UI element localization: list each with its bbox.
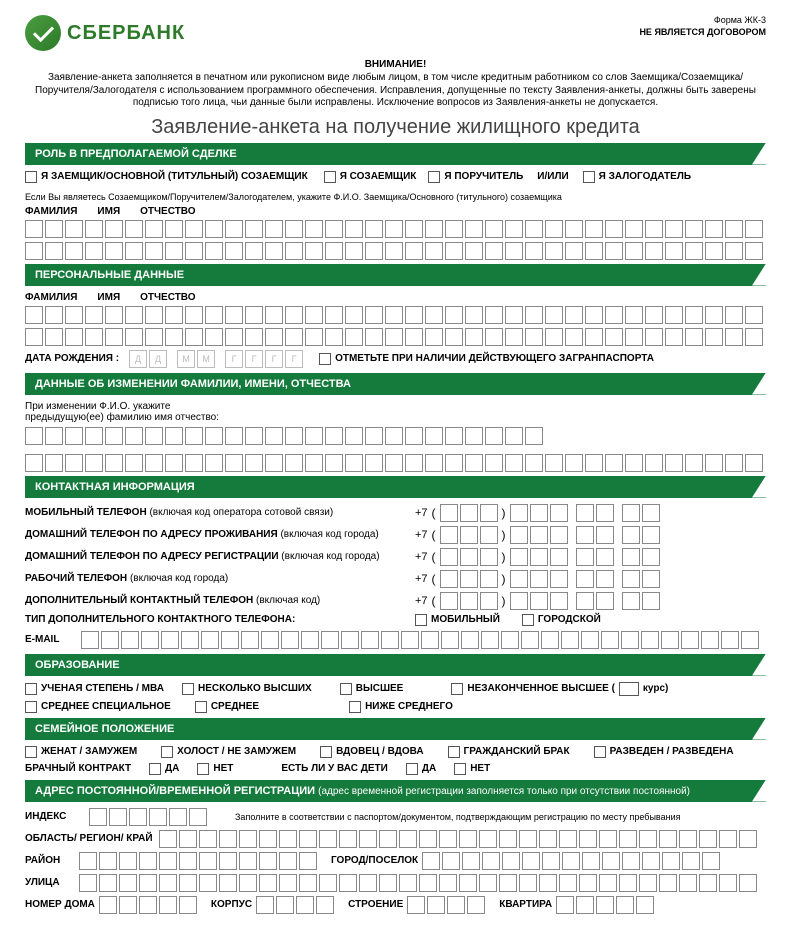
chk-incomplete[interactable] bbox=[451, 683, 463, 695]
lbl-coborrower: Я СОЗАЕМЩИК bbox=[340, 171, 417, 182]
chk-type-city[interactable] bbox=[522, 614, 534, 626]
district-cells[interactable] bbox=[79, 852, 317, 870]
corpus-cells[interactable] bbox=[256, 896, 334, 914]
chk-divorced[interactable] bbox=[594, 746, 606, 758]
phone-mobile-cells[interactable]: +7() bbox=[415, 504, 660, 522]
dob-label: ДАТА РОЖДЕНИЯ : bbox=[25, 353, 119, 364]
marital-row2: БРАЧНЫЙ КОНТРАКТ ДА НЕТ ЕСТЬ ЛИ У ВАС ДЕ… bbox=[25, 763, 766, 775]
house-cells[interactable] bbox=[99, 896, 197, 914]
fio-head-1: ФАМИЛИЯИМЯОТЧЕСТВО bbox=[25, 206, 766, 217]
fio-change-hint: При изменении Ф.И.О. укажите предыдущую(… bbox=[25, 401, 245, 423]
section-personal: ПЕРСОНАЛЬНЫЕ ДАННЫЕ bbox=[25, 264, 766, 286]
lbl-andor: И/ИЛИ bbox=[537, 171, 568, 182]
region-cells[interactable] bbox=[159, 830, 757, 848]
attention-title: ВНИМАНИЕ! bbox=[25, 59, 766, 70]
address-hint: Заполните в соответствии с паспортом/док… bbox=[235, 812, 680, 822]
role-options: Я ЗАЕМЩИК/ОСНОВНОЙ (ТИТУЛЬНЫЙ) СОЗАЕМЩИК… bbox=[25, 171, 766, 183]
not-contract: НЕ ЯВЛЯЕТСЯ ДОГОВОРОМ bbox=[639, 27, 766, 37]
email-cells[interactable] bbox=[81, 631, 759, 649]
chk-contract-no[interactable] bbox=[197, 763, 209, 775]
chk-single[interactable] bbox=[161, 746, 173, 758]
section-marital: СЕМЕЙНОЕ ПОЛОЖЕНИЕ bbox=[25, 718, 766, 740]
attention-text: Заявление-анкета заполняется в печатном … bbox=[25, 72, 766, 110]
flat-cells[interactable] bbox=[556, 896, 654, 914]
lbl-guarantor: Я ПОРУЧИТЕЛЬ bbox=[444, 171, 523, 182]
fio-row1-b[interactable] bbox=[25, 242, 766, 260]
chk-middle[interactable] bbox=[195, 701, 207, 713]
city-cells[interactable] bbox=[422, 852, 720, 870]
phone-mobile: МОБИЛЬНЫЙ ТЕЛЕФОН (включая код оператора… bbox=[25, 504, 766, 522]
fio-row2-b[interactable] bbox=[25, 328, 766, 346]
lbl-passport: ОТМЕТЬТЕ ПРИ НАЛИЧИИ ДЕЙСТВУЮЩЕГО ЗАГРАН… bbox=[335, 353, 654, 364]
fio-head-2: ФАМИЛИЯИМЯОТЧЕСТВО bbox=[25, 292, 766, 303]
lbl-mortgagor: Я ЗАЛОГОДАТЕЛЬ bbox=[599, 171, 691, 182]
fio-change-row-b[interactable] bbox=[25, 454, 766, 472]
brand-name: СБЕРБАНК bbox=[67, 22, 185, 45]
extra-type-row: ТИП ДОПОЛНИТЕЛЬНОГО КОНТАКТНОГО ТЕЛЕФОНА… bbox=[25, 614, 766, 626]
chk-guarantor[interactable] bbox=[428, 171, 440, 183]
chk-children-no[interactable] bbox=[454, 763, 466, 775]
phone-work-cells[interactable]: +7() bbox=[415, 570, 660, 588]
section-address: АДРЕС ПОСТОЯННОЙ/ВРЕМЕННОЙ РЕГИСТРАЦИИ (… bbox=[25, 780, 766, 802]
role-hint: Если Вы являетесь Созаемщиком/Поручителе… bbox=[25, 192, 766, 202]
phone-home-reg: ДОМАШНИЙ ТЕЛЕФОН ПО АДРЕСУ РЕГИСТРАЦИИ (… bbox=[25, 548, 766, 566]
chk-passport[interactable] bbox=[319, 353, 331, 365]
edu-row2: СРЕДНЕЕ СПЕЦИАЛЬНОЕ СРЕДНЕЕ НИЖЕ СРЕДНЕГ… bbox=[25, 701, 766, 713]
lbl-main-borrower: Я ЗАЕМЩИК/ОСНОВНОЙ (ТИТУЛЬНЫЙ) СОЗАЕМЩИК bbox=[41, 171, 308, 182]
dob-cells[interactable]: ДДММГГГГ bbox=[129, 350, 303, 368]
chk-coborrower[interactable] bbox=[324, 171, 336, 183]
main-title: Заявление-анкета на получение жилищного … bbox=[25, 116, 766, 139]
chk-type-mobile[interactable] bbox=[415, 614, 427, 626]
fio-change-row-a[interactable] bbox=[25, 427, 543, 445]
logo-block: СБЕРБАНК bbox=[25, 15, 185, 51]
phone-home-reg-cells[interactable]: +7() bbox=[415, 548, 660, 566]
marital-row1: ЖЕНАТ / ЗАМУЖЕМ ХОЛОСТ / НЕ ЗАМУЖЕМ ВДОВ… bbox=[25, 746, 766, 758]
section-contact: КОНТАКТНАЯ ИНФОРМАЦИЯ bbox=[25, 476, 766, 498]
phone-extra: ДОПОЛНИТЕЛЬНЫЙ КОНТАКТНЫЙ ТЕЛЕФОН (включ… bbox=[25, 592, 766, 610]
chk-higher[interactable] bbox=[340, 683, 352, 695]
chk-main-borrower[interactable] bbox=[25, 171, 37, 183]
fio-row2-a[interactable] bbox=[25, 306, 766, 324]
chk-contract-yes[interactable] bbox=[149, 763, 161, 775]
chk-married[interactable] bbox=[25, 746, 37, 758]
street-cells[interactable] bbox=[79, 874, 757, 892]
section-education: ОБРАЗОВАНИЕ bbox=[25, 654, 766, 676]
building-cells[interactable] bbox=[407, 896, 485, 914]
edu-row1: УЧЕНАЯ СТЕПЕНЬ / МВА НЕСКОЛЬКО ВЫСШИХ ВЫ… bbox=[25, 682, 766, 696]
sberbank-logo-icon bbox=[25, 15, 61, 51]
form-number: Форма ЖК-3 bbox=[639, 15, 766, 25]
section-role: РОЛЬ В ПРЕДПОЛАГАЕМОЙ СДЕЛКЕ bbox=[25, 143, 766, 165]
phone-work: РАБОЧИЙ ТЕЛЕФОН (включая код города) +7(… bbox=[25, 570, 766, 588]
chk-spec[interactable] bbox=[25, 701, 37, 713]
index-cells[interactable] bbox=[89, 808, 207, 826]
chk-below[interactable] bbox=[349, 701, 361, 713]
chk-mortgagor[interactable] bbox=[583, 171, 595, 183]
fio-row1-a[interactable] bbox=[25, 220, 766, 238]
section-fio-change: ДАННЫЕ ОБ ИЗМЕНЕНИИ ФАМИЛИИ, ИМЕНИ, ОТЧЕ… bbox=[25, 373, 766, 395]
dob-row: ДАТА РОЖДЕНИЯ : ДДММГГГГ ОТМЕТЬТЕ ПРИ НА… bbox=[25, 350, 766, 368]
phone-home-live-cells[interactable]: +7() bbox=[415, 526, 660, 544]
chk-civil[interactable] bbox=[448, 746, 460, 758]
header-right: Форма ЖК-3 НЕ ЯВЛЯЕТСЯ ДОГОВОРОМ bbox=[639, 15, 766, 37]
chk-degree[interactable] bbox=[25, 683, 37, 695]
chk-children-yes[interactable] bbox=[406, 763, 418, 775]
course-input[interactable] bbox=[619, 682, 639, 696]
email-row: E-MAIL bbox=[25, 631, 766, 649]
chk-widow[interactable] bbox=[320, 746, 332, 758]
header: СБЕРБАНК Форма ЖК-3 НЕ ЯВЛЯЕТСЯ ДОГОВОРО… bbox=[25, 15, 766, 51]
phone-home-live: ДОМАШНИЙ ТЕЛЕФОН ПО АДРЕСУ ПРОЖИВАНИЯ (в… bbox=[25, 526, 766, 544]
phone-extra-cells[interactable]: +7() bbox=[415, 592, 660, 610]
chk-several[interactable] bbox=[182, 683, 194, 695]
